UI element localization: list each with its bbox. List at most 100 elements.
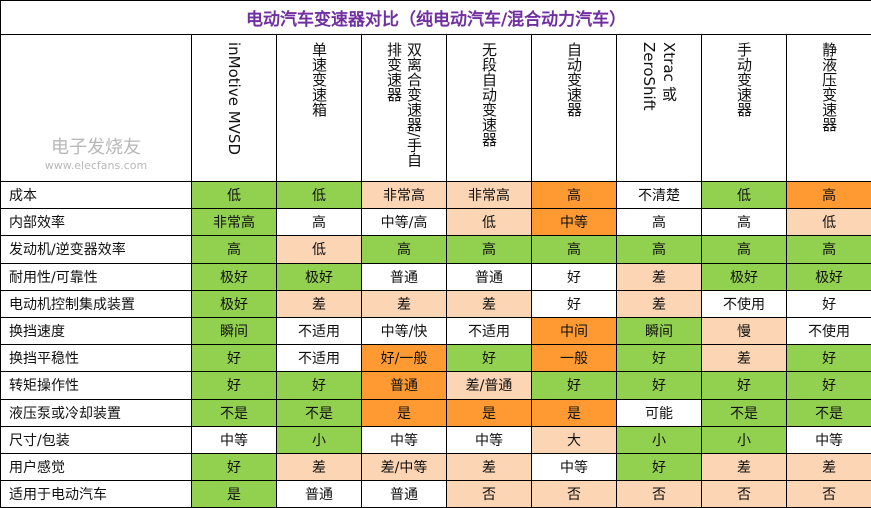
table-cell: 慢 xyxy=(702,317,787,344)
table-cell: 中等/高 xyxy=(362,209,447,236)
column-header: 单速变速箱 xyxy=(277,35,362,182)
table-cell: 非常高 xyxy=(362,182,447,209)
table-cell: 高 xyxy=(532,182,617,209)
table-cell: 好 xyxy=(532,372,617,399)
row-label: 内部效率 xyxy=(1,209,192,236)
table-cell: 不适用 xyxy=(447,317,532,344)
table-cell: 中等 xyxy=(532,209,617,236)
watermark-url: www.elecfans.com xyxy=(1,159,191,173)
table-cell: 差 xyxy=(702,345,787,372)
table-cell: 普通 xyxy=(362,481,447,508)
table-cell: 差/中等 xyxy=(362,453,447,480)
table-cell: 普通 xyxy=(447,263,532,290)
table-cell: 好/一般 xyxy=(362,345,447,372)
column-header: inMotive MVSD xyxy=(192,35,277,182)
column-header: 自动变速器 xyxy=(532,35,617,182)
column-header-label: 双离合变速器/手自排变速器 xyxy=(384,42,424,170)
table-cell: 低 xyxy=(702,182,787,209)
row-label: 适用于电动汽车 xyxy=(1,481,192,508)
table-cell: 好 xyxy=(787,290,871,317)
table-cell: 是 xyxy=(192,481,277,508)
table-cell: 极好 xyxy=(192,263,277,290)
column-header-label: Xtrac 或 ZeroShift xyxy=(639,42,679,170)
table-cell: 普通 xyxy=(362,263,447,290)
row-label: 换挡平稳性 xyxy=(1,345,192,372)
table-row: 换挡平稳性好不适用好/一般好一般好差好 xyxy=(1,345,871,372)
table-cell: 普通 xyxy=(362,372,447,399)
table-cell: 瞬间 xyxy=(617,317,702,344)
table-cell: 高 xyxy=(702,209,787,236)
table-cell: 高 xyxy=(617,209,702,236)
row-label: 液压泵或冷却装置 xyxy=(1,399,192,426)
column-header-label: 手动变速器 xyxy=(734,42,754,170)
column-header-label: 单速变速箱 xyxy=(309,42,329,170)
row-label: 成本 xyxy=(1,182,192,209)
row-label: 电动机控制集成装置 xyxy=(1,290,192,317)
row-label: 转矩操作性 xyxy=(1,372,192,399)
table-cell: 否 xyxy=(447,481,532,508)
table-cell: 高 xyxy=(447,236,532,263)
table-cell: 差 xyxy=(277,453,362,480)
column-header-label: 自动变速器 xyxy=(564,42,584,170)
table-cell: 差 xyxy=(277,290,362,317)
table-cell: 非常高 xyxy=(447,182,532,209)
table-cell: 低 xyxy=(787,209,871,236)
table-cell: 中等 xyxy=(192,426,277,453)
table-cell: 极好 xyxy=(787,263,871,290)
table-cell: 不是 xyxy=(787,399,871,426)
table-title: 电动汽车变速器对比（纯电动汽车/混合动力汽车） xyxy=(1,1,871,35)
table-row: 转矩操作性好好普通差/普通好好好好 xyxy=(1,372,871,399)
table-row: 适用于电动汽车是普通普通否否否否否 xyxy=(1,481,871,508)
watermark-logo: 电子发烧友 xyxy=(1,137,191,159)
table-cell: 中等 xyxy=(787,426,871,453)
table-cell: 好 xyxy=(192,345,277,372)
column-header: 手动变速器 xyxy=(702,35,787,182)
table-cell: 好 xyxy=(277,372,362,399)
table-cell: 普通 xyxy=(277,481,362,508)
column-header-label: 无段自动变速器 xyxy=(479,42,499,170)
table-cell: 一般 xyxy=(532,345,617,372)
row-label: 用户感觉 xyxy=(1,453,192,480)
table-cell: 中等 xyxy=(447,426,532,453)
table-cell: 极好 xyxy=(277,263,362,290)
table-cell: 好 xyxy=(617,453,702,480)
table-cell: 好 xyxy=(532,263,617,290)
column-header: 静液压变速器 xyxy=(787,35,871,182)
column-header-label: inMotive MVSD xyxy=(224,42,244,170)
column-header: Xtrac 或 ZeroShift xyxy=(617,35,702,182)
column-header-label: 静液压变速器 xyxy=(819,42,839,170)
table-cell: 不适用 xyxy=(277,317,362,344)
header-corner: 电子发烧友 www.elecfans.com xyxy=(1,35,192,182)
table-cell: 高 xyxy=(362,236,447,263)
table-cell: 好 xyxy=(787,345,871,372)
row-label: 尺寸/包装 xyxy=(1,426,192,453)
table-cell: 低 xyxy=(447,209,532,236)
table-cell: 好 xyxy=(192,372,277,399)
table-cell: 不适用 xyxy=(277,345,362,372)
table-row: 尺寸/包装中等小中等中等大小小中等 xyxy=(1,426,871,453)
table-row: 液压泵或冷却装置不是不是是是是可能不是不是 xyxy=(1,399,871,426)
table-cell: 小 xyxy=(277,426,362,453)
table-row: 电动机控制集成装置极好差差差好差不使用好 xyxy=(1,290,871,317)
table-cell: 高 xyxy=(192,236,277,263)
table-row: 用户感觉好差差/中等差中等好差差 xyxy=(1,453,871,480)
table-cell: 是 xyxy=(447,399,532,426)
table-cell: 好 xyxy=(617,372,702,399)
table-cell: 差 xyxy=(617,263,702,290)
table-cell: 低 xyxy=(277,236,362,263)
header-row: 电子发烧友 www.elecfans.com inMotive MVSD 单速变速… xyxy=(1,35,871,182)
table-row: 换挡速度瞬间不适用中等/快不适用中间瞬间慢不使用 xyxy=(1,317,871,344)
table-cell: 极好 xyxy=(192,290,277,317)
table-cell: 低 xyxy=(277,182,362,209)
table-cell: 高 xyxy=(787,182,871,209)
table-cell: 差 xyxy=(702,453,787,480)
table-cell: 中间 xyxy=(532,317,617,344)
row-label: 耐用性/可靠性 xyxy=(1,263,192,290)
table-cell: 好 xyxy=(787,372,871,399)
table-cell: 是 xyxy=(362,399,447,426)
table-cell: 不使用 xyxy=(702,290,787,317)
column-header: 无段自动变速器 xyxy=(447,35,532,182)
table-cell: 好 xyxy=(192,453,277,480)
table-cell: 高 xyxy=(702,236,787,263)
